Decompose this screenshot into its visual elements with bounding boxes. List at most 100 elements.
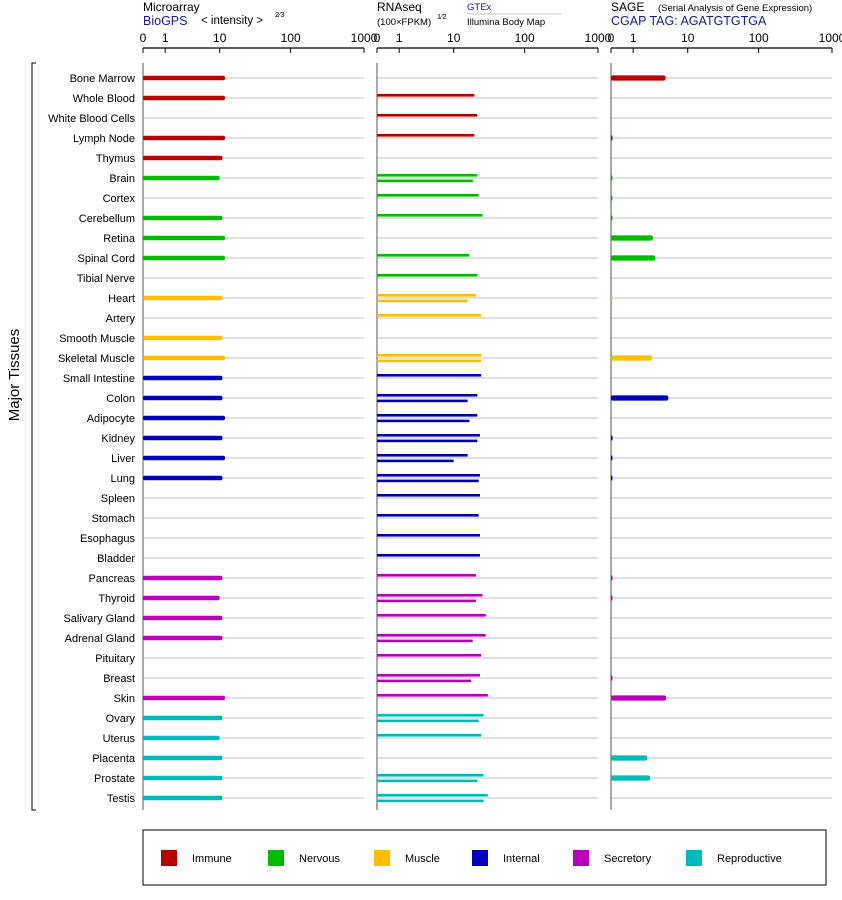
rnaseq-bar: [377, 434, 480, 437]
rnaseq-bar: [377, 574, 476, 577]
tissue-label: Colon: [106, 393, 135, 405]
sage-bar: [611, 575, 613, 581]
tissue-label: Testis: [107, 793, 136, 805]
microarray-bar: [143, 375, 223, 381]
rnaseq-bar: [377, 599, 476, 603]
rnaseq-bar: [377, 414, 478, 417]
sage-bar: [611, 255, 656, 261]
micro-tick-label: 10: [213, 31, 227, 45]
microarray-bar: [143, 295, 223, 301]
sage-bar: [611, 675, 613, 681]
rnaseq-bar: [377, 614, 486, 617]
microarray-bar: [143, 715, 223, 721]
rnaseq-source-bodymap: Illumina Body Map: [467, 17, 545, 28]
rnaseq-bar: [377, 554, 480, 557]
rnaseq-bar: [377, 439, 478, 443]
sage-source: CGAP TAG: AGATGTGTGA: [611, 14, 767, 28]
rnaseq-bar: [377, 94, 475, 97]
tissue-label: Cortex: [103, 193, 136, 205]
rnaseq-bar: [377, 674, 480, 677]
microarray-bar: [143, 355, 226, 361]
rnaseq-bar: [377, 294, 476, 297]
legend-swatch-muscle: [374, 850, 390, 866]
microarray-bar: [143, 415, 226, 421]
rnaseq-bar: [377, 314, 482, 317]
microarray-units: < intensity >: [201, 15, 263, 27]
tissue-label: Pancreas: [89, 573, 136, 585]
tissue-label: Stomach: [92, 513, 135, 525]
rnaseq-bar: [377, 654, 482, 657]
tissue-label: Bladder: [97, 553, 135, 565]
tissue-label: Spinal Cord: [78, 253, 135, 265]
sage-tick-label: 100: [749, 31, 769, 45]
tissue-label: Thyroid: [98, 593, 135, 605]
rnaseq-bar: [377, 794, 488, 797]
microarray-bar: [143, 255, 226, 261]
rnaseq-bar: [377, 299, 468, 303]
legend-swatch-secretory: [573, 850, 589, 866]
rnaseq-units: (100×FPKM): [377, 17, 431, 28]
rnaseq-bar: [377, 779, 478, 783]
micro-tick-label: 1000: [351, 31, 378, 45]
rna-tick-label: 100: [515, 31, 535, 45]
rnaseq-bar: [377, 714, 484, 717]
tissue-label: Brain: [109, 173, 135, 185]
rnaseq-bar: [377, 514, 479, 517]
rnaseq-bar: [377, 359, 482, 363]
rnaseq-bar: [377, 454, 468, 457]
legend-swatch-internal: [472, 850, 488, 866]
sage-subtitle: (Serial Analysis of Gene Expression): [658, 3, 812, 14]
tissue-label: Salivary Gland: [63, 613, 135, 625]
tissue-label: Skeletal Muscle: [58, 353, 135, 365]
rnaseq-bar: [377, 694, 488, 697]
rna-tick-label: 1000: [585, 31, 612, 45]
rnaseq-bar: [377, 419, 470, 423]
microarray-bar: [143, 795, 223, 801]
microarray-bar: [143, 75, 226, 81]
rnaseq-bar: [377, 254, 470, 257]
tissue-label: Placenta: [92, 753, 136, 765]
microarray-bar: [143, 135, 226, 141]
sage-bar: [611, 355, 652, 361]
rna-tick-label: 0: [374, 31, 381, 45]
rnaseq-bar: [377, 634, 486, 637]
sage-title: SAGE: [611, 0, 644, 14]
sage-bar: [611, 395, 669, 401]
rnaseq-bar: [377, 399, 468, 403]
sage-bar: [611, 595, 613, 601]
microarray-bar: [143, 615, 223, 621]
rnaseq-bar: [377, 799, 484, 803]
legend-label-immune: Immune: [192, 853, 232, 865]
rnaseq-bar: [377, 534, 480, 537]
legend-swatch-nervous: [268, 850, 284, 866]
microarray-bar: [143, 735, 220, 741]
rna-tick-label: 10: [447, 31, 461, 45]
sage-bar: [611, 135, 613, 141]
rnaseq-bar: [377, 134, 475, 137]
rnaseq-bar: [377, 679, 472, 683]
microarray-bar: [143, 455, 226, 461]
tissue-label: Whole Blood: [73, 93, 135, 105]
microarray-bar: [143, 95, 226, 101]
tissue-label: Adrenal Gland: [65, 633, 135, 645]
tissue-label: Lymph Node: [73, 133, 135, 145]
sage-bar: [611, 455, 613, 461]
microarray-bar: [143, 235, 226, 241]
sage-bar: [611, 215, 613, 221]
microarray-bar: [143, 755, 223, 761]
rnaseq-bar: [377, 274, 478, 277]
microarray-bar: [143, 595, 220, 601]
tissue-label: Kidney: [101, 433, 135, 445]
micro-tick-label: 100: [281, 31, 301, 45]
legend-label-internal: Internal: [503, 853, 540, 865]
sage-tick-label: 0: [608, 31, 615, 45]
legend-label-nervous: Nervous: [299, 853, 340, 865]
microarray-title: Microarray: [143, 0, 200, 14]
sage-bar: [611, 695, 667, 701]
tissue-label: Thymus: [96, 153, 136, 165]
tissue-label: Tibial Nerve: [77, 273, 135, 285]
rnaseq-bar: [377, 494, 480, 497]
microarray-bar: [143, 175, 220, 181]
sage-bar: [611, 195, 613, 201]
